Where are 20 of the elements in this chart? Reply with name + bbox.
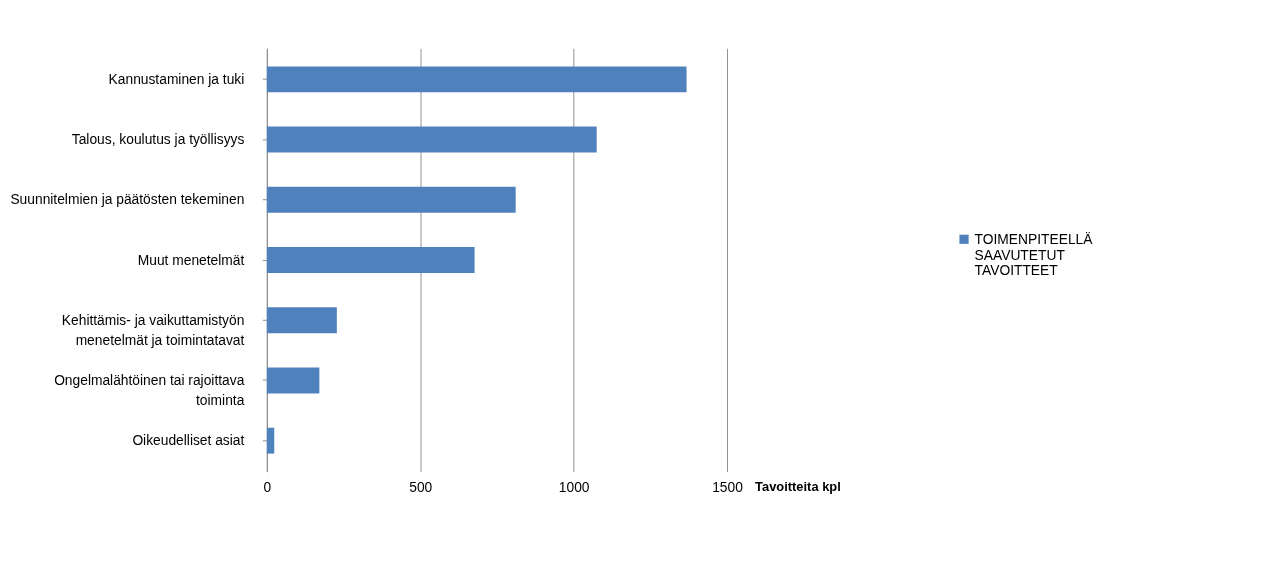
x-tick-label: 500	[409, 480, 433, 496]
y-tick-label: Ongelmalähtöinen tai rajoittava toiminta	[54, 373, 245, 409]
y-tick-label: Kehittämis- ja vaikuttamistyön menetelmät ja toimintatavat	[61, 312, 245, 349]
y-tick-label: Muut menetelmät	[137, 252, 245, 268]
x-tick-label: 1500	[712, 480, 744, 496]
bar	[266, 186, 516, 213]
y-tick-label: Talous, koulutus ja työllisyys	[71, 132, 245, 148]
x-tick-label: 1000	[558, 480, 590, 496]
y-tick-label: Oikeudelliset asiat	[132, 433, 245, 449]
legend-label: TOIMENPITEELLÄ SAAVUTETUT TAVOITTEET	[974, 230, 1094, 279]
y-tick-label: Kannustaminen ja tuki	[108, 71, 245, 87]
bar	[266, 367, 320, 394]
y-tick-label: Suunnitelmien ja päätösten tekeminen	[10, 192, 245, 208]
x-axis-title: Tavoitteita kpl	[755, 479, 841, 495]
bar	[266, 66, 687, 93]
x-tick-label: 0	[263, 480, 272, 496]
bar	[266, 307, 337, 334]
bar	[266, 126, 597, 153]
bar	[266, 427, 275, 454]
bar	[266, 247, 475, 273]
